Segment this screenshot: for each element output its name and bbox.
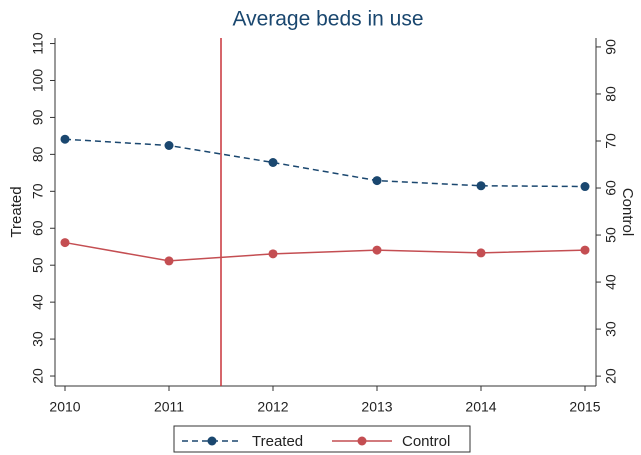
y-axis-title: Treated: [8, 186, 25, 237]
legend-label: Treated: [252, 433, 303, 450]
y-tick-label: 110: [30, 32, 46, 55]
x-tick-label: 2014: [465, 399, 496, 415]
y-tick-label: 90: [30, 109, 46, 125]
y2-tick-label: 30: [603, 321, 619, 337]
y-tick-label: 80: [30, 146, 46, 162]
point: [268, 249, 278, 259]
point: [580, 182, 590, 192]
point: [60, 238, 70, 248]
legend-label: Control: [402, 433, 450, 450]
legend-marker: [207, 436, 217, 446]
point: [580, 245, 590, 255]
point: [476, 248, 486, 258]
legend-box: [173, 425, 471, 453]
y-tick-label: 50: [30, 257, 46, 273]
y-tick-label: 60: [30, 220, 46, 236]
chart-title: Average beds in use: [232, 8, 423, 31]
point: [60, 134, 70, 144]
y2-tick-label: 80: [603, 86, 619, 102]
y-tick-label: 30: [30, 331, 46, 347]
point: [268, 157, 278, 167]
series-line: [64, 138, 586, 188]
y-tick-label: 40: [30, 294, 46, 310]
y-tick-label: 20: [30, 368, 46, 384]
y2-tick-label: 60: [603, 180, 619, 196]
x-tick-label: 2010: [49, 399, 80, 415]
point: [164, 256, 174, 266]
y2-tick-label: 50: [603, 227, 619, 243]
point: [164, 141, 174, 151]
point: [372, 176, 382, 186]
y2-tick-label: 70: [603, 133, 619, 149]
point: [476, 181, 486, 191]
y-tick-label: 100: [30, 69, 46, 93]
point: [372, 245, 382, 255]
y-tick-label: 70: [30, 183, 46, 199]
legend-marker: [357, 436, 367, 446]
y2-tick-label: 40: [603, 274, 619, 290]
x-tick-label: 2011: [154, 399, 184, 415]
x-tick-label: 2013: [361, 399, 392, 415]
y2-tick-label: 20: [603, 368, 619, 384]
x-tick-label: 2012: [257, 399, 288, 415]
x-tick-label: 2015: [569, 399, 600, 415]
series-line: [64, 241, 586, 262]
y2-axis-title: Control: [619, 188, 636, 236]
y2-tick-label: 90: [603, 39, 619, 55]
